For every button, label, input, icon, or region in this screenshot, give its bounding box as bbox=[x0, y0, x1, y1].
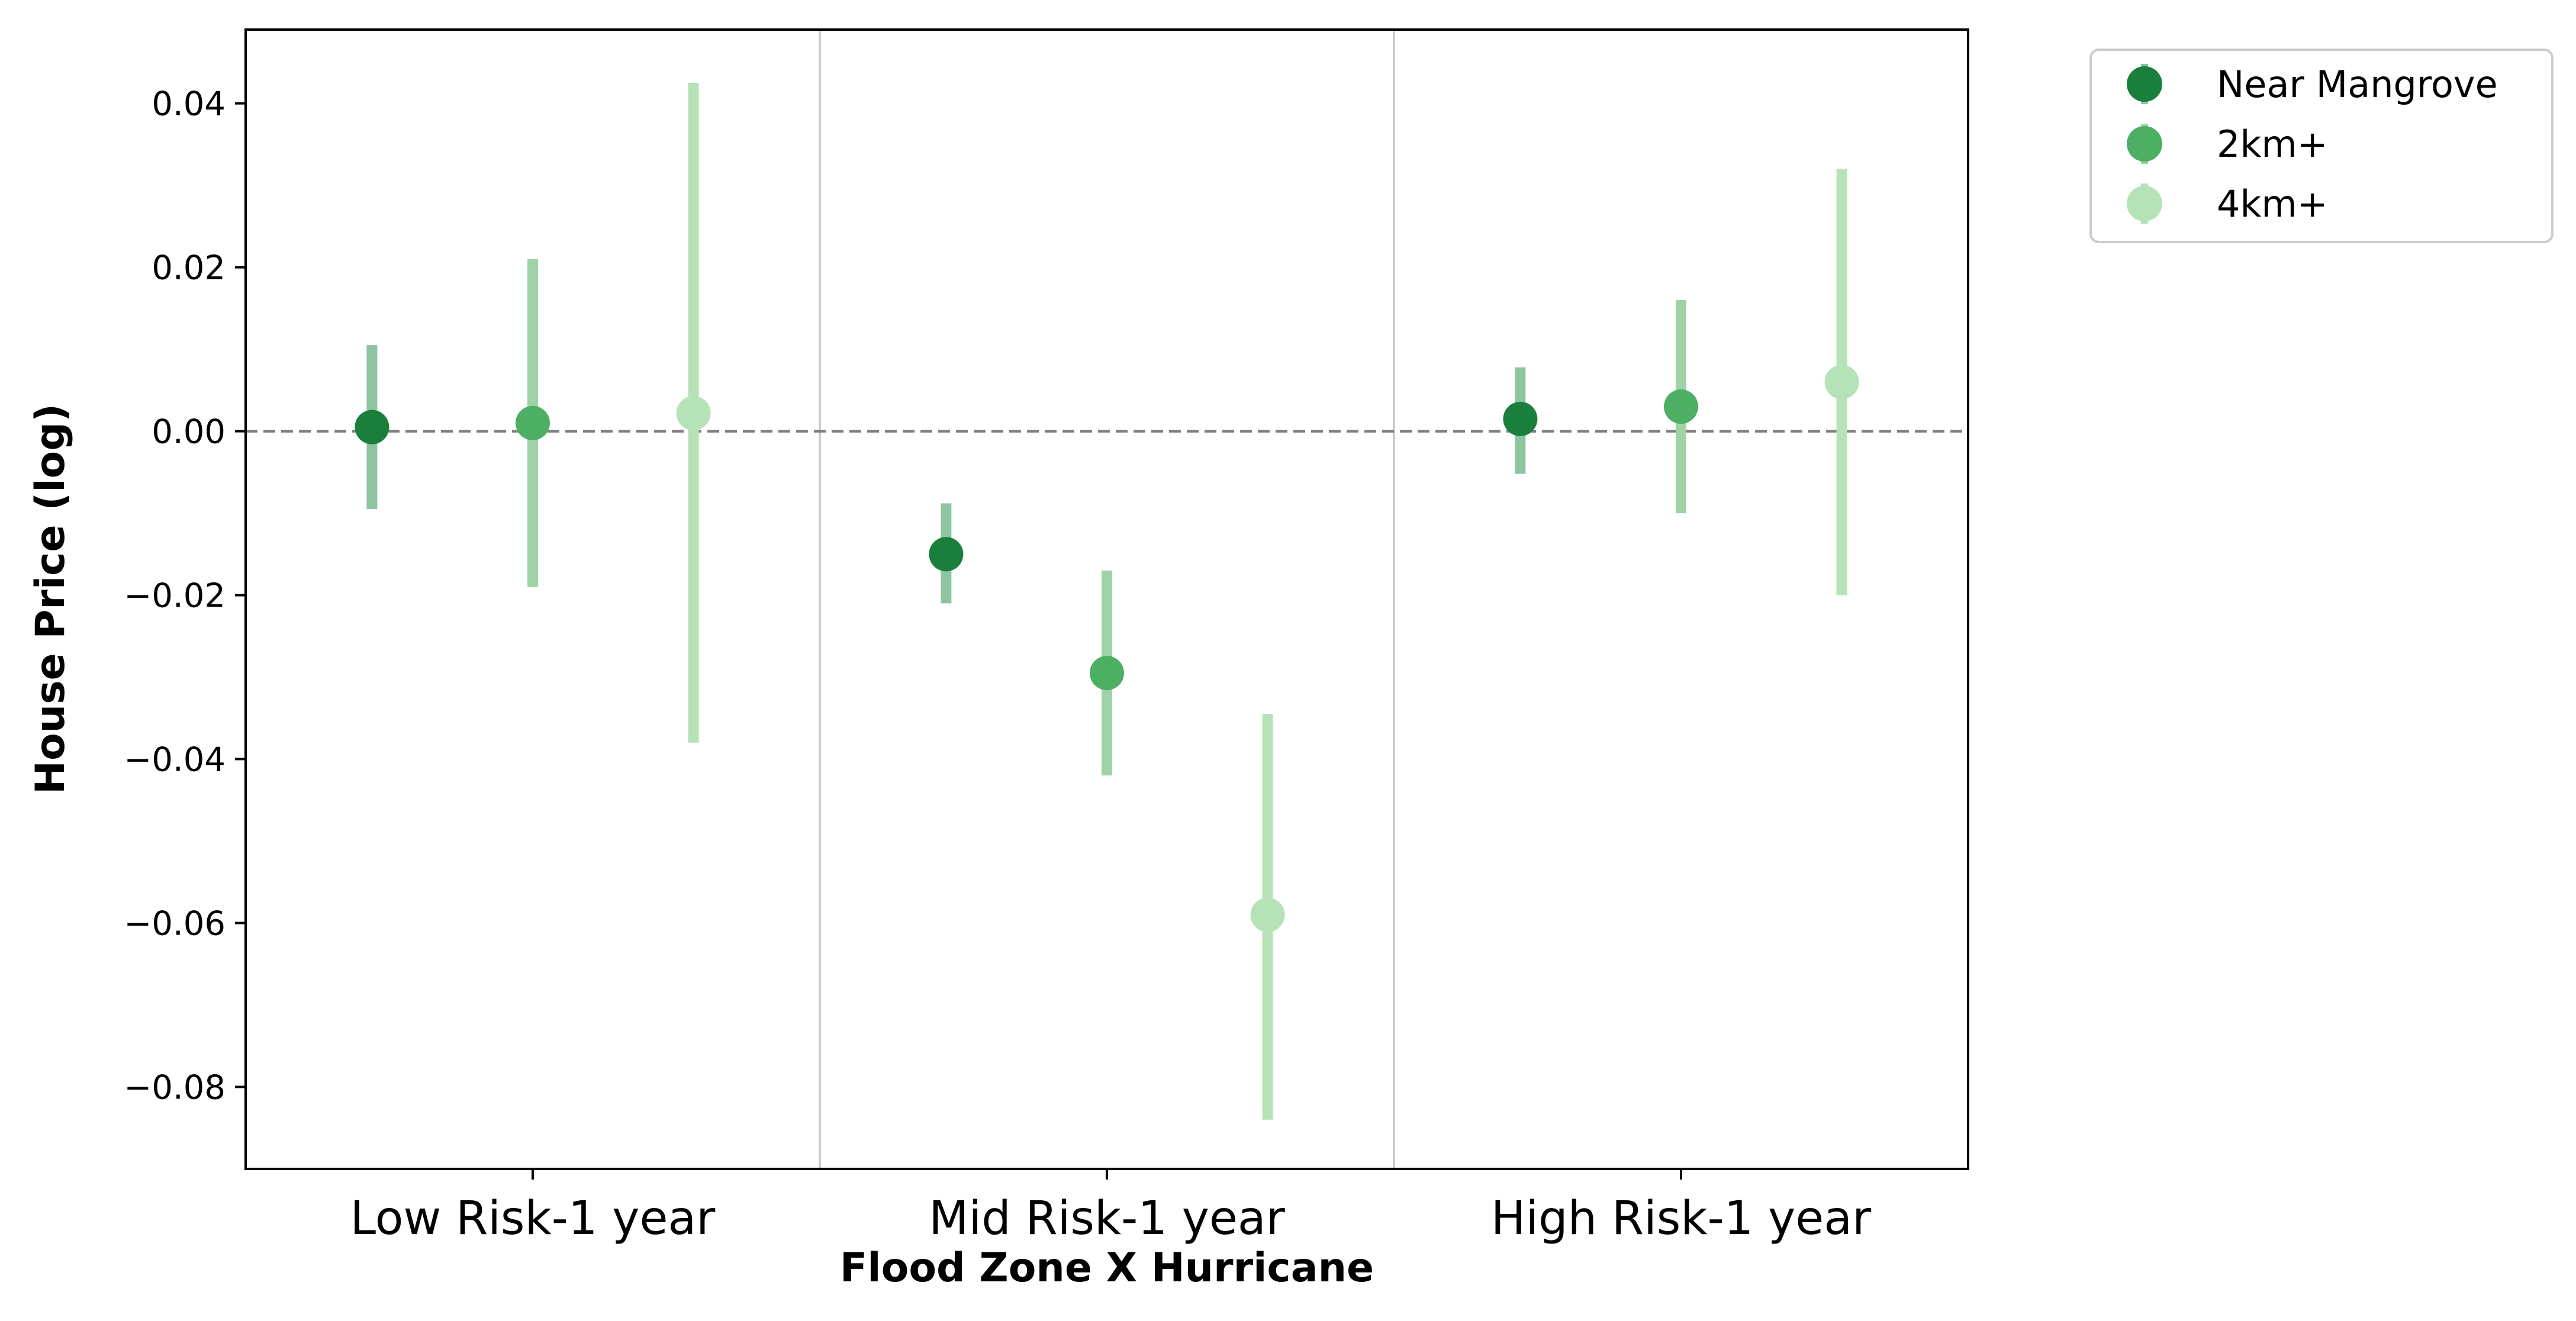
x-tick-label: Low Risk-1 year bbox=[350, 1192, 716, 1245]
series-3 bbox=[676, 83, 1859, 1120]
y-tick-label: 0.04 bbox=[152, 85, 226, 124]
series-2 bbox=[516, 259, 1698, 776]
y-tick-label: 0.02 bbox=[152, 249, 226, 288]
legend-marker bbox=[2127, 186, 2162, 221]
y-axis-title: House Price (log) bbox=[27, 404, 74, 794]
y-tick-label: −0.06 bbox=[124, 905, 226, 943]
data-point bbox=[1250, 897, 1285, 932]
x-axis-ticks: Low Risk-1 year Mid Risk-1 year High Risk-… bbox=[350, 1169, 1872, 1245]
x-tick-label: High Risk-1 year bbox=[1491, 1192, 1872, 1245]
data-point bbox=[516, 405, 550, 440]
data-point bbox=[676, 396, 711, 431]
x-tick-label: Mid Risk-1 year bbox=[929, 1192, 1285, 1245]
data-point bbox=[355, 410, 389, 444]
legend-item: 2km+ bbox=[2127, 123, 2328, 166]
legend-frame bbox=[2089, 49, 2554, 243]
data-point bbox=[1503, 401, 1538, 436]
legend-label: Near Mangrove bbox=[2217, 63, 2498, 106]
y-tick-label: −0.04 bbox=[124, 741, 226, 779]
data-point bbox=[929, 537, 964, 572]
x-axis-title: Flood Zone X Hurricane bbox=[840, 1245, 1374, 1291]
data-point bbox=[1824, 365, 1859, 399]
legend-label: 4km+ bbox=[2217, 182, 2328, 225]
y-tick-label: −0.08 bbox=[124, 1069, 226, 1107]
data-point bbox=[1664, 389, 1698, 424]
y-tick-label: 0.00 bbox=[152, 413, 226, 452]
data-point bbox=[1090, 656, 1124, 691]
y-tick-label: −0.02 bbox=[124, 577, 226, 616]
y-axis-ticks: 0.04 0.02 0.00 −0.02 −0.04 −0.06 −0.08 bbox=[124, 85, 246, 1107]
legend: Near Mangrove 2km+ 4km+ bbox=[2089, 49, 2554, 243]
legend-item: 4km+ bbox=[2127, 182, 2328, 225]
legend-marker bbox=[2127, 66, 2162, 102]
legend-marker bbox=[2127, 126, 2162, 162]
category-separators bbox=[819, 30, 1395, 1169]
series-1 bbox=[355, 345, 1538, 604]
legend-item: Near Mangrove bbox=[2127, 63, 2498, 106]
data-marks bbox=[355, 83, 1859, 1120]
legend-label: 2km+ bbox=[2217, 123, 2328, 166]
